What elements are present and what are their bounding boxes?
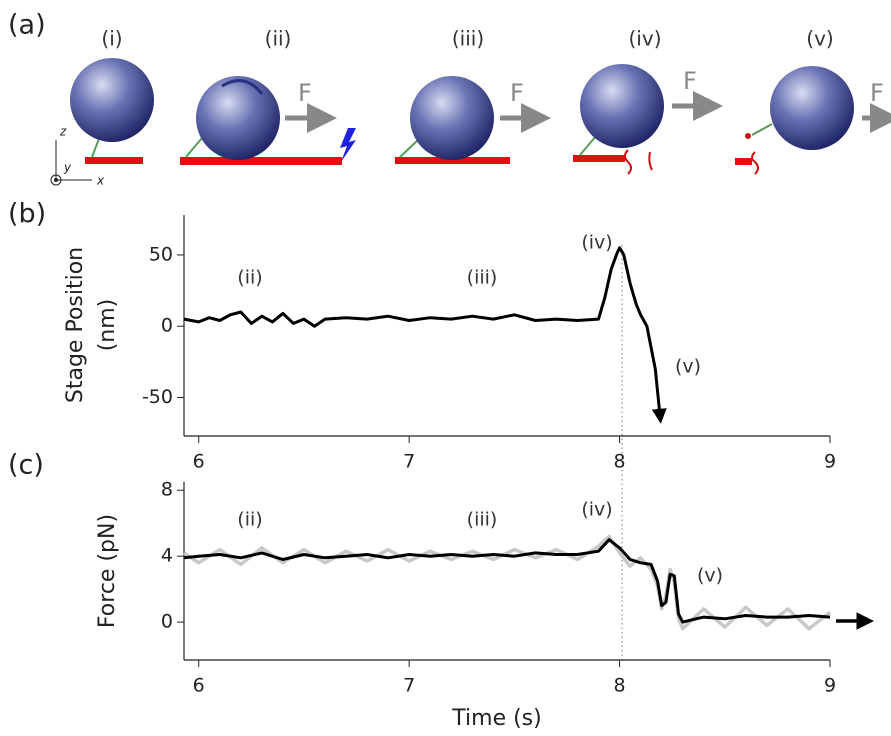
surface [85, 157, 143, 164]
annotation: (iv) [581, 232, 612, 254]
y-axis-label: Stage Position [63, 247, 88, 403]
x-tick-label: 6 [193, 451, 205, 473]
bead [410, 76, 494, 160]
surface [180, 157, 342, 165]
bead [770, 66, 854, 150]
y-tick-label: 4 [161, 545, 173, 567]
x-axis-label: Time (s) [451, 706, 541, 731]
annotation: (ii) [237, 509, 262, 531]
step-label: (v) [806, 27, 833, 51]
x-tick-label: 8 [614, 675, 626, 697]
annotation: (iii) [467, 509, 498, 531]
force-label: F [298, 79, 312, 107]
rotation-arrow [221, 79, 264, 95]
data-line [183, 534, 832, 631]
tether [399, 139, 419, 158]
annotation: (iii) [467, 267, 498, 289]
bead [196, 76, 280, 160]
unfolding [624, 149, 653, 175]
tether [751, 123, 773, 136]
cut [340, 128, 356, 162]
tether [185, 137, 203, 158]
bead [580, 64, 664, 148]
x-tick-label: 6 [193, 675, 205, 697]
panel-label: (b) [8, 199, 46, 230]
y-tick-label: 0 [161, 315, 173, 337]
x-tick-label: 8 [614, 451, 626, 473]
surface [573, 155, 625, 162]
annotation: (v) [697, 565, 723, 587]
panel-a: (a) (i) (ii) (iii) (iv) (v) z y x F F F … [8, 10, 891, 188]
x-tick-label: 7 [403, 675, 415, 697]
unfolded [751, 151, 759, 175]
y-axis-label: Force (pN) [95, 514, 120, 628]
end [745, 133, 751, 139]
force-label: F [683, 67, 697, 95]
tether [579, 135, 597, 156]
x-tick-label: 9 [824, 675, 836, 697]
annotation: (iv) [581, 499, 612, 521]
panel-label: (a) [8, 10, 46, 41]
force-label: F [870, 79, 884, 107]
force-label: F [510, 79, 524, 107]
step-label: (i) [101, 27, 122, 51]
y-axis-label: (nm) [95, 299, 120, 352]
x-tick-label: 7 [403, 451, 415, 473]
data-line [183, 246, 667, 424]
panel-label: (c) [8, 450, 44, 481]
step-label: (iv) [629, 27, 662, 51]
surface [735, 158, 752, 165]
x-tick-label: 9 [824, 451, 836, 473]
axis-name: x [96, 174, 105, 188]
data-line [183, 538, 831, 624]
y-tick-label: 0 [161, 611, 173, 633]
annotation: (v) [675, 356, 701, 378]
y-tick-label: 50 [149, 243, 173, 265]
step-label: (ii) [265, 27, 292, 51]
axis-glyph [50, 140, 92, 186]
annotation: (ii) [237, 267, 262, 289]
axis-name: z [59, 125, 67, 139]
bead [70, 58, 154, 142]
surface [395, 157, 510, 164]
axis-name: y [63, 161, 72, 175]
y-tick-label: -50 [142, 386, 173, 408]
y-tick-label: 8 [161, 479, 173, 501]
step-label: (iii) [452, 27, 484, 51]
